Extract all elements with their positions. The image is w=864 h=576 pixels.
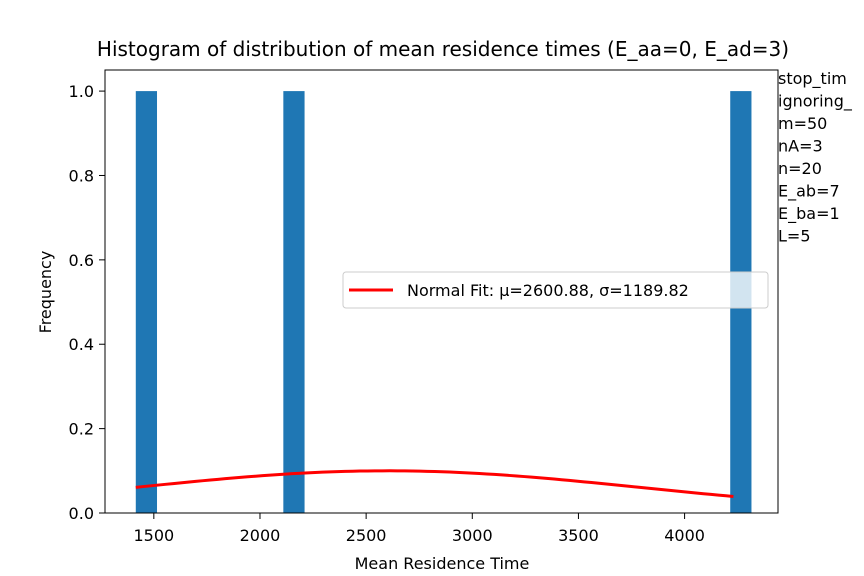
- side-annotation-line: E_ba=1: [778, 204, 840, 224]
- side-annotation-line: nA=3: [778, 137, 823, 156]
- side-annotation: stop_tim ignoring_ m=50 nA=3 n=20 E_ab=7E_ba=…: [778, 69, 853, 246]
- y-tick-label: 0.2: [69, 420, 94, 439]
- histogram-bar-2: [283, 91, 305, 513]
- y-ticks: 0.0 0.2 0.4 0.6 0.8 1.0: [69, 82, 105, 523]
- x-tick-label: 2500: [346, 526, 387, 545]
- y-tick-label: 1.0: [69, 82, 94, 101]
- fit-layer: [135, 469, 734, 498]
- x-tick-label: 3000: [452, 526, 493, 545]
- x-ticks: 1500 2000 2500 3000 3500 4000: [133, 513, 705, 545]
- side-annotation-line: ignoring_: [778, 92, 853, 112]
- y-tick-label: 0.6: [69, 251, 94, 270]
- x-tick-label: 1500: [133, 526, 174, 545]
- legend-fit-label: Normal Fit: μ=2600.88, σ=1189.82: [407, 281, 689, 300]
- side-annotation-line: n=20: [778, 159, 822, 178]
- x-tick-label: 2000: [240, 526, 281, 545]
- side-annotation-line: L=5: [778, 227, 811, 246]
- side-annotation-line: m=50: [778, 114, 827, 133]
- y-tick-label: 0.8: [69, 166, 94, 185]
- y-tick-label: 0.4: [69, 335, 94, 354]
- histogram-bar-1: [135, 91, 158, 513]
- x-axis-label: Mean Residence Time: [355, 554, 530, 573]
- chart-title: Histogram of distribution of mean reside…: [97, 37, 789, 61]
- legend-box: [342, 271, 769, 309]
- plot-area-frame: [104, 69, 779, 514]
- x-tick-label: 4000: [664, 526, 705, 545]
- normal-fit-line: [135, 469, 734, 498]
- y-axis-label: Frequency: [36, 251, 55, 334]
- y-tick-label: 0.0: [69, 504, 94, 523]
- side-annotation-line: stop_tim: [778, 69, 847, 89]
- side-annotation-line: E_ab=7: [778, 182, 840, 202]
- legend: Normal Fit: μ=2600.88, σ=1189.82: [342, 271, 769, 309]
- x-tick-label: 3500: [558, 526, 599, 545]
